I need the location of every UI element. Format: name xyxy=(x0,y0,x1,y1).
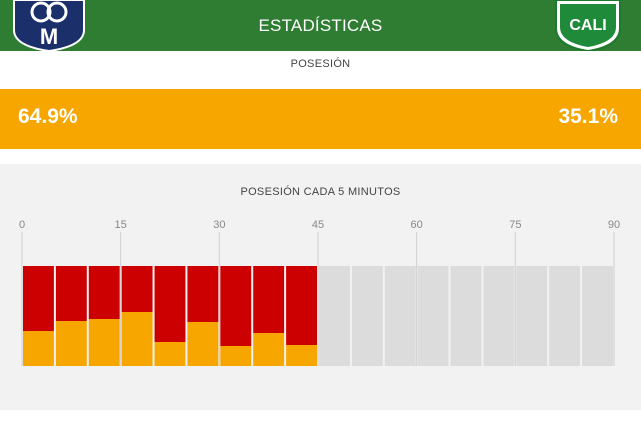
empty-interval-bar xyxy=(450,266,482,366)
home-possession-bar-segment xyxy=(23,331,54,366)
home-possession-bar-segment xyxy=(121,312,153,366)
empty-interval-bar xyxy=(582,266,613,366)
empty-interval-bar xyxy=(417,266,449,366)
away-possession-bar-segment xyxy=(88,266,120,319)
away-possession-bar-segment xyxy=(121,266,153,312)
stats-header xyxy=(0,0,641,51)
away-possession-bar-segment xyxy=(187,266,219,322)
section-divider xyxy=(0,149,641,164)
possession-label-area xyxy=(0,51,641,89)
empty-interval-bar xyxy=(384,266,416,366)
bottom-strip xyxy=(0,410,641,426)
x-tick-label: 90 xyxy=(608,219,620,231)
chart-title: POSESIÓN CADA 5 MINUTOS xyxy=(240,186,401,198)
home-logo-letter: M xyxy=(40,24,58,49)
possession-label: POSESIÓN xyxy=(290,58,351,70)
deportivo-cali-crest-icon: CALI xyxy=(555,0,621,53)
home-possession-bar-segment xyxy=(187,322,219,366)
away-possession-bar-segment xyxy=(253,266,285,333)
away-possession-bar-segment xyxy=(55,266,87,321)
away-logo-letters: CALI xyxy=(569,17,606,34)
away-possession-value: 35.1% xyxy=(558,105,618,128)
empty-interval-bar xyxy=(319,266,350,366)
possession-bar xyxy=(0,89,641,149)
x-tick-label: 0 xyxy=(19,219,25,231)
away-possession-bar-segment xyxy=(286,266,317,345)
away-possession-bar-segment xyxy=(154,266,186,342)
home-possession-bar-segment xyxy=(88,319,120,366)
home-possession-bar-segment xyxy=(55,321,87,366)
empty-interval-bar xyxy=(351,266,383,366)
away-possession-bar-segment xyxy=(220,266,252,346)
millonarios-crest-icon: M xyxy=(13,0,85,53)
x-tick-label: 60 xyxy=(411,219,423,231)
away-team-logo: CALI xyxy=(552,0,624,53)
away-possession-bar-segment xyxy=(23,266,54,331)
home-possession-value: 64.9% xyxy=(18,105,78,128)
home-possession-bar-segment xyxy=(220,346,252,366)
x-tick-label: 45 xyxy=(312,219,324,231)
empty-interval-bar xyxy=(549,266,581,366)
empty-interval-bar xyxy=(516,266,548,366)
home-possession-bar-segment xyxy=(154,342,186,366)
page-title: ESTADÍSTICAS xyxy=(258,16,383,35)
empty-interval-bar xyxy=(483,266,515,366)
home-possession-bar-segment xyxy=(286,345,317,366)
home-possession-bar-segment xyxy=(253,333,285,366)
x-tick-label: 30 xyxy=(213,219,225,231)
home-team-logo: M xyxy=(12,0,86,53)
x-tick-label: 15 xyxy=(115,219,127,231)
x-tick-label: 75 xyxy=(509,219,521,231)
